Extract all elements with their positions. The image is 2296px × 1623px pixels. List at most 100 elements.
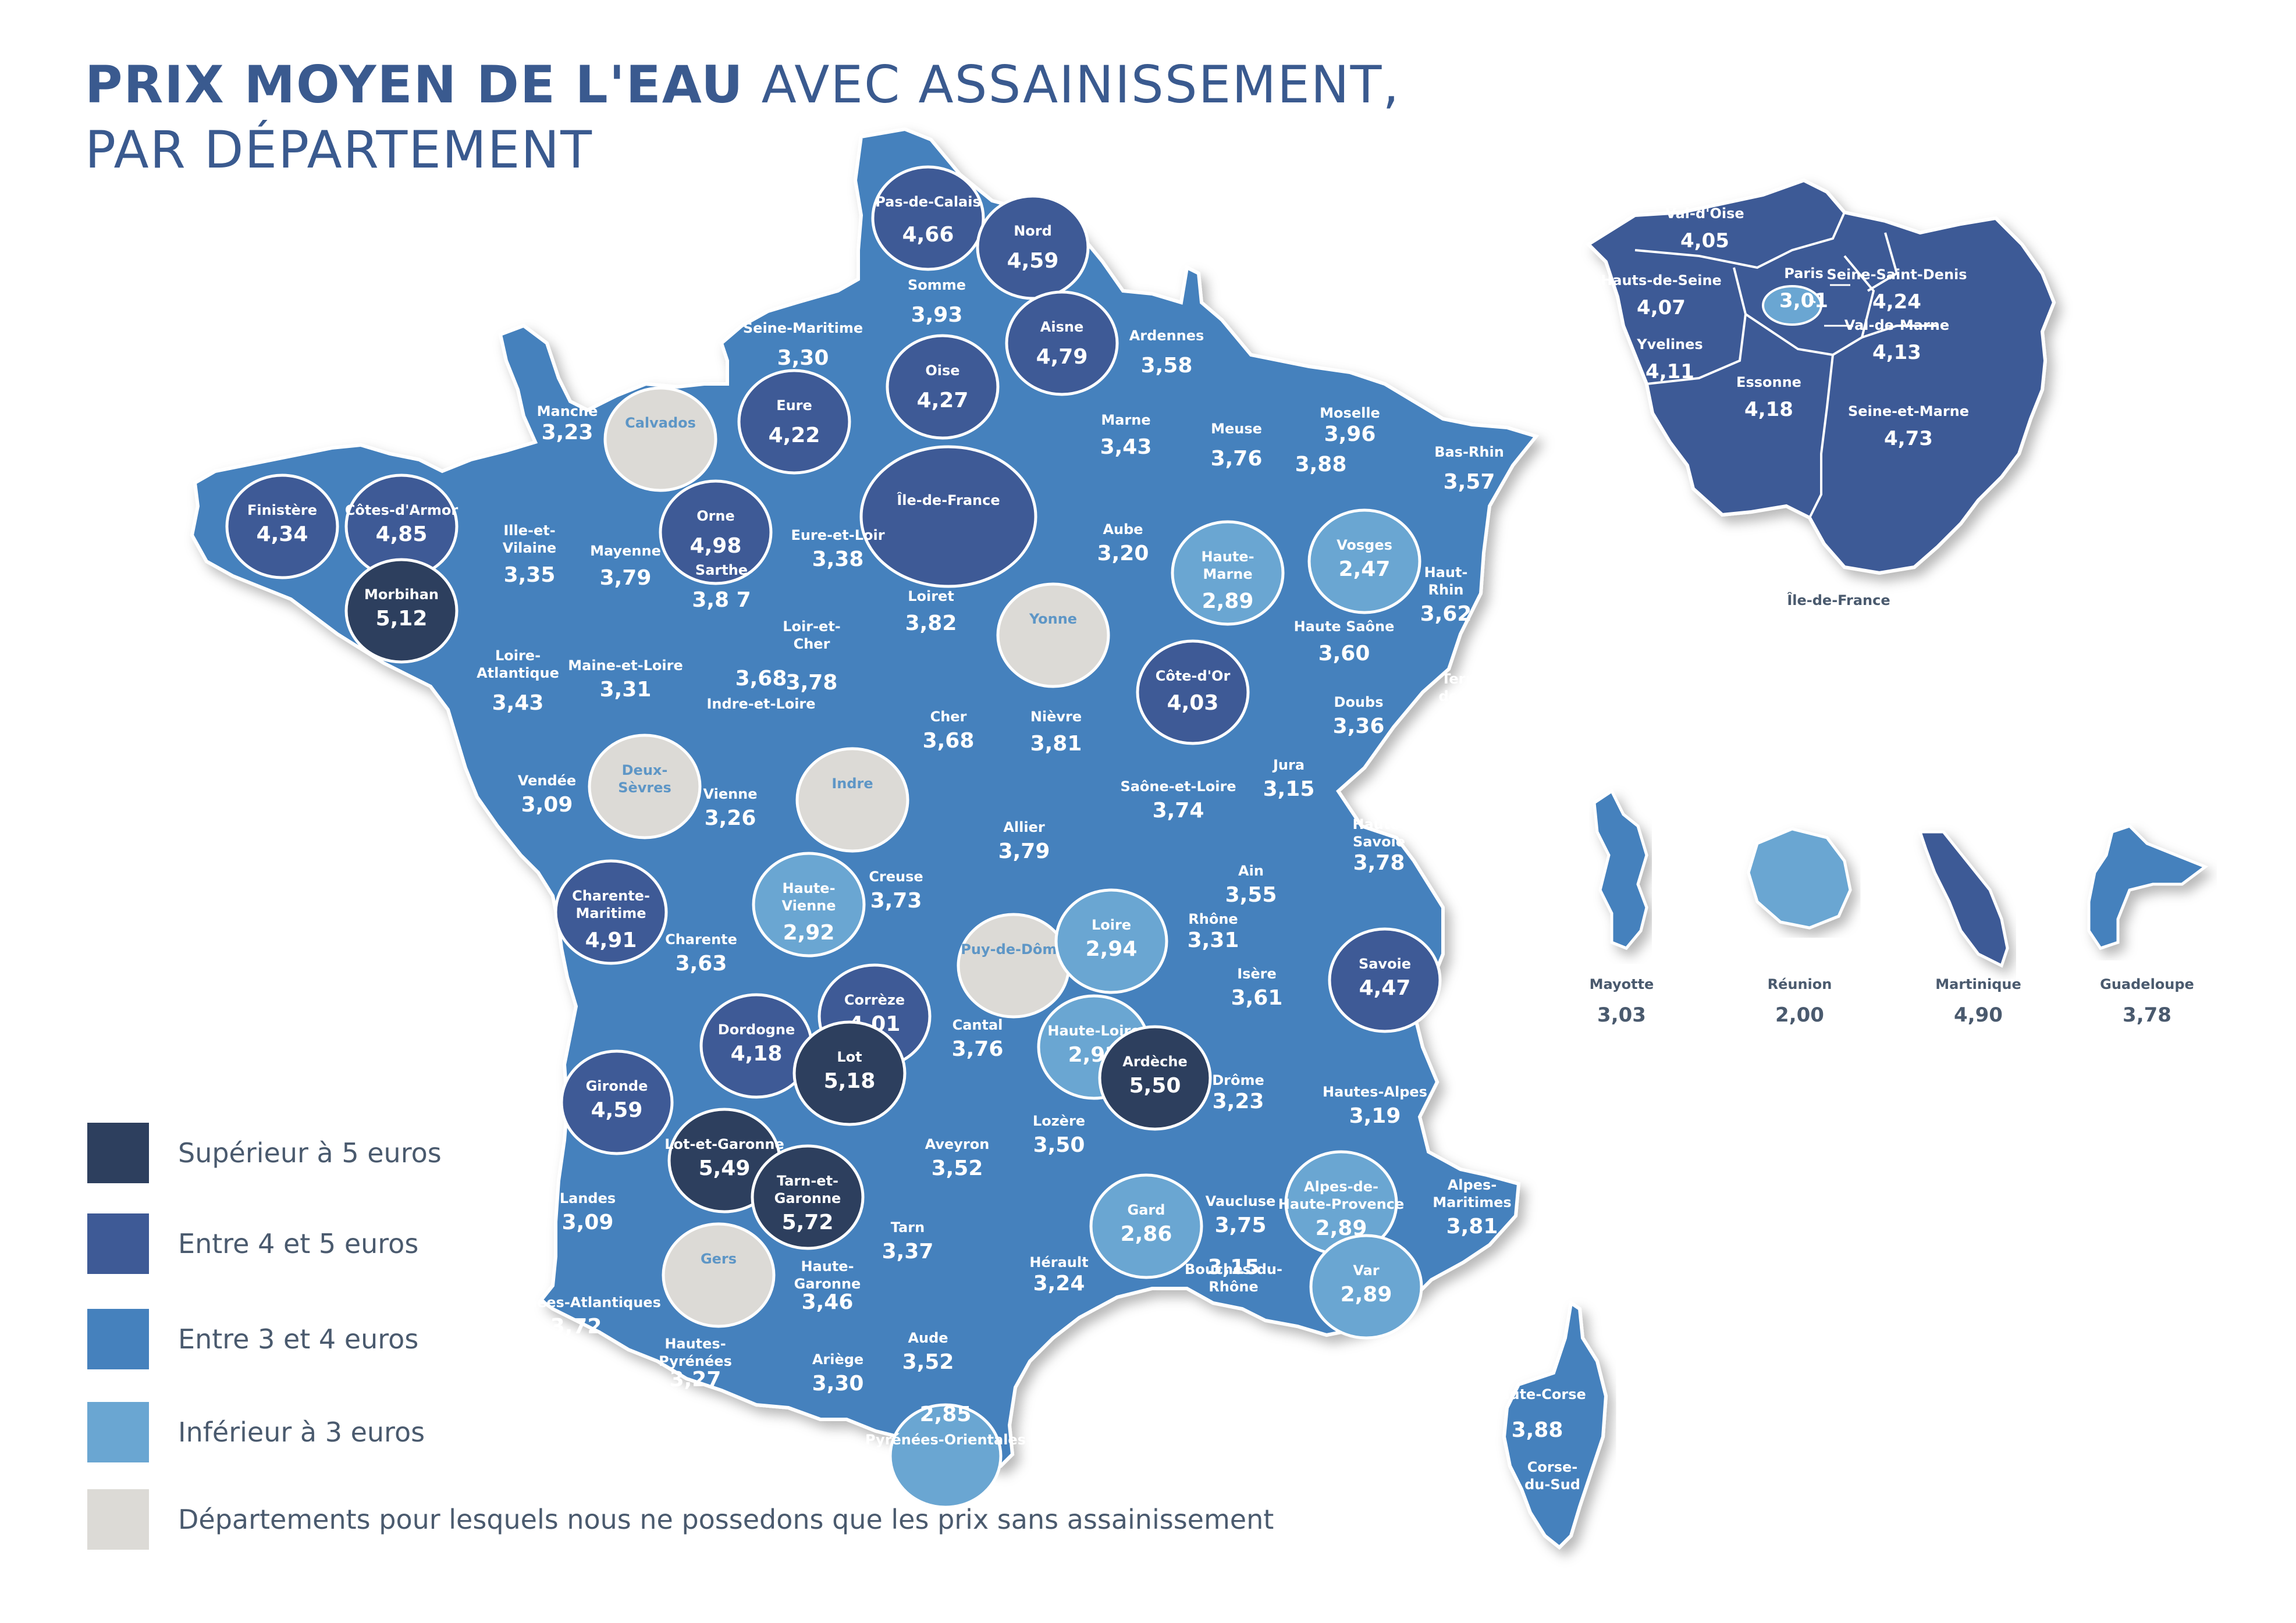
department-loire[interactable]: Loire 2,94	[1054, 888, 1168, 994]
department-ardeche[interactable]: Ardèche 5,50	[1098, 1025, 1212, 1131]
department-ariege[interactable]: Ariège 3,30	[812, 1351, 864, 1396]
department-ile-de-france[interactable]: Île-de-France	[859, 445, 1037, 588]
department-nord[interactable]: Nord 4,59	[976, 194, 1090, 300]
department-ardennes[interactable]: Ardennes 3,58	[1129, 328, 1204, 378]
department-loir-et-cher[interactable]: Loir-et-Cher 3,78	[783, 618, 841, 695]
department-name: Tarn	[891, 1219, 925, 1236]
department-hautes-alpes[interactable]: Hautes-Alpes 3,19	[1323, 1084, 1427, 1128]
department-cotes-d-armor[interactable]: Côtes-d'Armor 4,85	[344, 474, 459, 579]
department-charente-maritime[interactable]: Charente-Maritime 4,91	[554, 859, 668, 965]
department-marne[interactable]: Marne 3,43	[1100, 412, 1152, 459]
department-finistere[interactable]: Finistère 4,34	[225, 474, 339, 579]
department-charente[interactable]: Charente 3,63	[665, 931, 737, 976]
department-haute-corse[interactable]: Haute-Corse 3,88	[1488, 1386, 1586, 1442]
overseas-mayotte[interactable]: Mayotte 3,03	[1590, 789, 1654, 1027]
department-lozere[interactable]: Lozère 3,50	[1033, 1113, 1085, 1157]
department-deux-sevres[interactable]: Deux- Sèvres	[588, 734, 702, 839]
department-corse-du-sud[interactable]: Corse-du-Sud	[1524, 1459, 1580, 1493]
department-dordogne[interactable]: Dordogne 4,18	[699, 993, 813, 1099]
department-gard[interactable]: Gard 2,86	[1089, 1173, 1203, 1279]
idf-department-yvelines[interactable]: Yvelines 4,11	[1636, 336, 1703, 383]
overseas-martinique[interactable]: Martinique 4,90	[1918, 830, 2021, 1027]
department-indre[interactable]: Indre	[795, 747, 909, 853]
department-haute-vienne[interactable]: Haute- Vienne 2,92	[752, 852, 866, 958]
department-creuse[interactable]: Creuse 3,73	[869, 869, 923, 913]
department-meuse[interactable]: Meuse 3,76	[1211, 421, 1263, 471]
department-indre-et-loire[interactable]: 3,68 Indre-et-Loire	[706, 667, 815, 712]
department-ille-et-vilaine[interactable]: Ille-et-Vilaine 3,35	[503, 522, 556, 587]
department-ain[interactable]: Ain 3,55	[1225, 863, 1277, 907]
department-tarn-et-garonne[interactable]: Tarn-et-Garonne 5,72	[751, 1144, 865, 1250]
department-lot[interactable]: Lot 5,18	[792, 1020, 907, 1126]
department-oise[interactable]: Oise 4,27	[886, 334, 1000, 440]
department-pas-de-calais[interactable]: Pas-de-Calais 4,66	[871, 165, 985, 271]
department-var[interactable]: Var 2,89	[1309, 1234, 1423, 1340]
department-name: Haut-	[1424, 564, 1468, 581]
department-tarn[interactable]: Tarn 3,37	[882, 1219, 934, 1263]
department-maine-et-loire[interactable]: Maine-et-Loire 3,31	[568, 657, 683, 702]
department-seine-maritime[interactable]: Seine-Maritime 3,30	[743, 320, 863, 370]
department-cantal[interactable]: Cantal 3,76	[952, 1017, 1004, 1061]
overseas-reunion[interactable]: Réunion 2,00	[1747, 827, 1852, 1027]
department-yonne[interactable]: Yonne	[996, 582, 1110, 688]
department-vendee[interactable]: Vendée 3,09	[518, 773, 576, 817]
department-vienne[interactable]: Vienne 3,26	[703, 786, 757, 830]
department-haute-saone[interactable]: Haute Saône 3,60	[1294, 618, 1395, 665]
department-lot-et-garonne[interactable]: Lot-et-Garonne 5,49	[664, 1108, 784, 1213]
department-gironde[interactable]: Gironde 4,59	[560, 1049, 674, 1155]
department-saone-et-loire[interactable]: Saône-et-Loire 3,74	[1120, 778, 1236, 823]
department-alpes-maritimes[interactable]: Alpes-Maritimes 3,81	[1433, 1177, 1511, 1238]
idf-department-seine-et-marne[interactable]: Seine-et-Marne 4,73	[1848, 403, 1969, 450]
department-aube[interactable]: Aube 3,20	[1097, 521, 1149, 565]
department-savoie[interactable]: Savoie 4,47	[1328, 927, 1442, 1033]
department-calvados[interactable]: Calvados	[603, 386, 717, 492]
department-orne[interactable]: Orne 4,98	[659, 479, 773, 585]
department-loiret[interactable]: Loiret 3,82	[905, 588, 957, 635]
department-pyrenees-orientales[interactable]: 2,85 Pyrénées-Orientales	[865, 1403, 1026, 1509]
department-puy-de-dome[interactable]: Puy-de-Dôme	[957, 913, 1071, 1019]
department-loire-atlantique[interactable]: Loire-Atlantique 3,43	[477, 647, 559, 715]
department-haute-marne[interactable]: Haute-Marne 2,89	[1171, 520, 1285, 626]
department-bas-rhin[interactable]: Bas-Rhin 3,57	[1434, 444, 1504, 494]
department-haut-rhin[interactable]: Haut-Rhin 3,62	[1420, 564, 1472, 626]
department-allier[interactable]: Allier 3,79	[998, 819, 1050, 863]
department-drome[interactable]: Drôme 3,23	[1212, 1072, 1264, 1113]
department-sarthe[interactable]: Sarthe 3,8 7	[692, 562, 751, 612]
department-herault[interactable]: Hérault 3,24	[1029, 1254, 1088, 1295]
idf-department-hauts-de-seine[interactable]: Hauts-de-Seine 4,07	[1601, 272, 1722, 319]
department-eure[interactable]: Eure 4,22	[737, 369, 851, 475]
department-jura[interactable]: Jura 3,15	[1263, 757, 1315, 801]
idf-department-val-de-marne[interactable]: Val-de-Marne 4,13	[1844, 317, 1949, 364]
department-aude[interactable]: Aude 3,52	[902, 1330, 954, 1374]
department-cote-d-or[interactable]: Côte-d'Or 4,03	[1136, 639, 1250, 745]
department-mayenne[interactable]: Mayenne 3,79	[590, 543, 661, 590]
department-nievre[interactable]: Nièvre 3,81	[1030, 709, 1082, 756]
department-isere[interactable]: Isère 3,61	[1231, 966, 1283, 1010]
department-cher[interactable]: Cher 3,68	[923, 709, 975, 753]
department-doubs[interactable]: Doubs 3,36	[1333, 694, 1385, 738]
department-vaucluse[interactable]: Vaucluse 3,75	[1206, 1193, 1276, 1237]
department-aveyron[interactable]: Aveyron 3,52	[925, 1136, 990, 1180]
department-vosges[interactable]: Vosges 2,47	[1307, 508, 1421, 614]
idf-department-seine-saint-denis[interactable]: Seine-Saint-Denis 4,24	[1826, 266, 1967, 314]
idf-department-essonne[interactable]: Essonne 4,18	[1736, 374, 1801, 421]
overseas-guadeloupe[interactable]: Guadeloupe 3,78	[2087, 824, 2209, 1027]
department-gers[interactable]: Gers	[662, 1222, 776, 1328]
idf-department-val-d-oise[interactable]: Val-d'Oise 4,05	[1665, 205, 1744, 252]
department-eure-et-loir[interactable]: Eure-et-Loir 3,38	[791, 527, 884, 571]
department-aisne[interactable]: Aisne 4,79	[1005, 290, 1119, 396]
department-somme[interactable]: Somme 3,93	[908, 277, 966, 327]
department-manche[interactable]: Manche 3,23	[537, 403, 598, 444]
department-morbihan[interactable]: Morbihan 5,12	[344, 558, 459, 664]
department-meurthe-et-moselle[interactable]: 3,88	[1295, 453, 1347, 476]
department-pyrenees-atlantiques[interactable]: Pyrénées-Atlantiques 3,72	[491, 1294, 661, 1339]
idf-department-paris[interactable]: Paris 3,01	[1779, 265, 1828, 312]
department-landes[interactable]: Landes 3,09	[560, 1190, 616, 1234]
